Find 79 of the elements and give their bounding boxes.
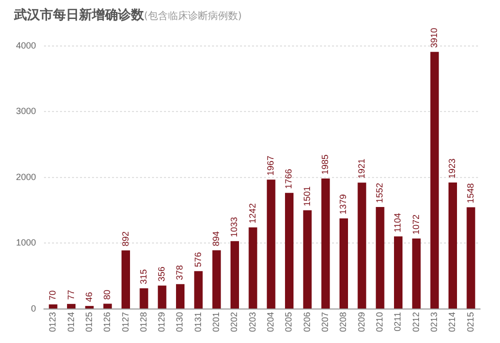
x-tick-label: 0123 <box>48 312 58 332</box>
x-tick-label: 0125 <box>84 312 94 332</box>
bar <box>340 218 348 308</box>
data-label: 576 <box>192 252 203 268</box>
data-label: 1766 <box>284 168 294 189</box>
bar <box>412 238 421 308</box>
data-label: 1985 <box>320 154 330 174</box>
x-tick-label: 0215 <box>465 312 476 332</box>
x-tick-label: 0129 <box>156 312 167 332</box>
bar <box>266 180 276 308</box>
y-tick-label: 2000 <box>16 172 36 182</box>
bar <box>376 206 384 308</box>
data-label: 1967 <box>266 156 276 176</box>
data-label: 1242 <box>247 203 258 224</box>
bar <box>48 304 58 308</box>
x-tick-label: 0201 <box>211 312 222 332</box>
bar <box>158 286 166 308</box>
bar <box>358 182 366 308</box>
data-label: 315 <box>138 269 148 284</box>
data-label: 1072 <box>410 214 421 234</box>
x-tick-label: 0131 <box>192 312 203 332</box>
y-tick-label: 3000 <box>16 106 36 116</box>
x-tick-label: 0127 <box>120 312 130 332</box>
bar <box>194 271 203 308</box>
data-label: 378 <box>174 265 185 280</box>
bar <box>85 306 94 308</box>
data-label: 1552 <box>374 182 385 203</box>
data-label: 3910 <box>429 28 440 48</box>
bar <box>212 250 221 308</box>
bar <box>248 227 258 308</box>
data-label: 1921 <box>356 158 366 179</box>
data-label: 356 <box>156 266 167 282</box>
bar <box>285 192 294 308</box>
data-label: 46 <box>84 292 94 302</box>
y-tick-label: 0 <box>31 303 36 314</box>
x-tick-label: 0207 <box>320 312 330 332</box>
chart-title: 武汉市每日新增确诊数 <box>14 8 144 23</box>
x-tick-label: 0209 <box>356 312 366 332</box>
data-label: 892 <box>120 231 130 246</box>
bar <box>67 304 76 308</box>
chart-subtitle: (包含临床诊断病例数) <box>144 11 242 22</box>
bar <box>303 210 312 308</box>
data-label: 80 <box>102 290 112 300</box>
bar <box>430 52 439 308</box>
bar <box>321 178 330 308</box>
x-tick-label: 0202 <box>229 312 240 332</box>
bar <box>448 182 457 308</box>
bar <box>122 250 130 308</box>
x-tick-label: 0124 <box>66 312 76 332</box>
data-label: 1923 <box>447 158 458 179</box>
bar <box>230 241 240 308</box>
data-label: 1501 <box>302 186 312 206</box>
x-tick-label: 0204 <box>266 312 276 332</box>
data-label: 1033 <box>229 217 240 238</box>
bar <box>140 288 148 308</box>
data-label: 894 <box>211 231 222 246</box>
x-tick-label: 0126 <box>102 312 112 332</box>
x-tick-label: 0213 <box>429 312 440 332</box>
y-tick-label: 1000 <box>16 238 36 248</box>
bar <box>176 284 185 308</box>
x-tick-label: 0206 <box>302 312 312 332</box>
bar <box>103 304 112 308</box>
x-tick-label: 0205 <box>284 312 294 332</box>
data-label: 77 <box>66 290 76 300</box>
x-tick-label: 0211 <box>392 312 403 332</box>
data-label: 1104 <box>392 213 403 232</box>
data-label: 70 <box>48 290 58 300</box>
x-tick-label: 0208 <box>338 312 348 332</box>
y-tick-label: 4000 <box>16 40 36 50</box>
x-tick-label: 0128 <box>138 312 148 332</box>
x-tick-label: 0212 <box>410 312 421 332</box>
bar <box>394 236 402 308</box>
data-label: 1379 <box>338 194 348 214</box>
data-label: 1548 <box>465 183 476 204</box>
x-tick-label: 0130 <box>174 312 185 332</box>
x-tick-label: 0214 <box>447 312 458 332</box>
x-tick-label: 0203 <box>247 312 258 332</box>
bar <box>466 207 476 308</box>
x-tick-label: 0210 <box>374 312 385 332</box>
